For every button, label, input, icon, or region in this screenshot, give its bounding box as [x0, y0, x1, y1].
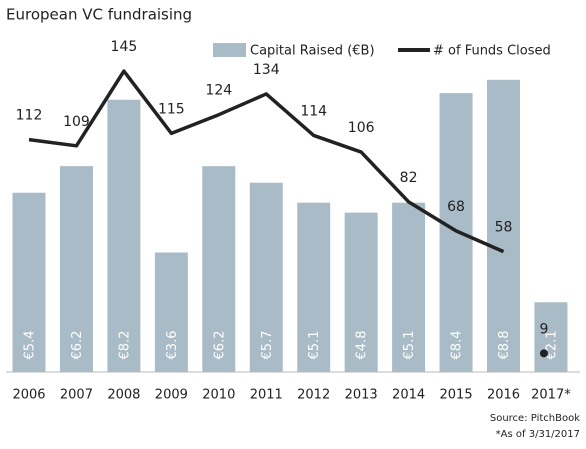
x-tick-label: 2010 — [202, 388, 235, 403]
bar — [297, 202, 331, 372]
bar — [392, 202, 426, 372]
x-tick-label: 2011 — [250, 388, 283, 403]
note: *As of 3/31/2017 — [496, 429, 580, 440]
bar — [202, 166, 236, 372]
value-label: €5.7 — [260, 331, 275, 360]
bar — [12, 192, 46, 372]
value-label: €3.6 — [165, 331, 180, 360]
bar — [107, 99, 141, 372]
source: Source: PitchBook — [490, 413, 580, 424]
legend-swatch — [213, 43, 246, 57]
value-label: €8.8 — [497, 331, 512, 360]
data-label: 112 — [16, 108, 43, 124]
data-label: 9 — [539, 321, 548, 337]
bar — [534, 302, 568, 372]
data-label: 58 — [495, 220, 513, 236]
value-label: €5.1 — [402, 331, 417, 360]
x-tick-label: 2012 — [297, 388, 330, 403]
x-tick-label: 2014 — [392, 388, 425, 403]
chart-title: European VC fundraising — [6, 6, 192, 24]
data-label: 82 — [400, 170, 418, 186]
legend-label: Capital Raised (€B) — [250, 44, 375, 59]
point — [539, 349, 548, 358]
value-label: €8.4 — [450, 331, 465, 360]
data-label: 109 — [63, 114, 90, 130]
data-label: 145 — [111, 39, 138, 55]
value-label: €4.8 — [355, 331, 370, 360]
x-tick-label: 2007 — [60, 388, 93, 403]
x-tick-label: 2009 — [155, 388, 188, 403]
bar — [344, 212, 378, 372]
value-label: €6.2 — [70, 331, 85, 360]
bar — [487, 79, 520, 372]
value-label: €2.1 — [544, 331, 559, 360]
data-label: 115 — [158, 101, 185, 117]
data-label: 134 — [253, 62, 280, 78]
x-tick-label: 2015 — [440, 388, 473, 403]
x-tick-label: 2016 — [487, 388, 520, 403]
value-label: €6.2 — [212, 331, 227, 360]
x-tick-label: 2006 — [12, 388, 45, 403]
line — [28, 69, 505, 254]
legend-label: # of Funds Closed — [433, 44, 551, 59]
data-label: 124 — [205, 83, 232, 99]
x-tick-label: 2017* — [531, 388, 571, 403]
bar — [249, 182, 283, 372]
data-label: 114 — [300, 103, 327, 119]
value-label: €5.4 — [23, 331, 38, 360]
value-label: €8.2 — [117, 331, 132, 360]
data-label: 106 — [348, 120, 375, 136]
data-label: 68 — [447, 199, 465, 215]
bar — [59, 166, 93, 372]
bar — [154, 252, 188, 372]
x-tick-label: 2008 — [107, 388, 140, 403]
x-tick-label: 2013 — [345, 388, 378, 403]
value-label: €5.1 — [307, 331, 322, 360]
